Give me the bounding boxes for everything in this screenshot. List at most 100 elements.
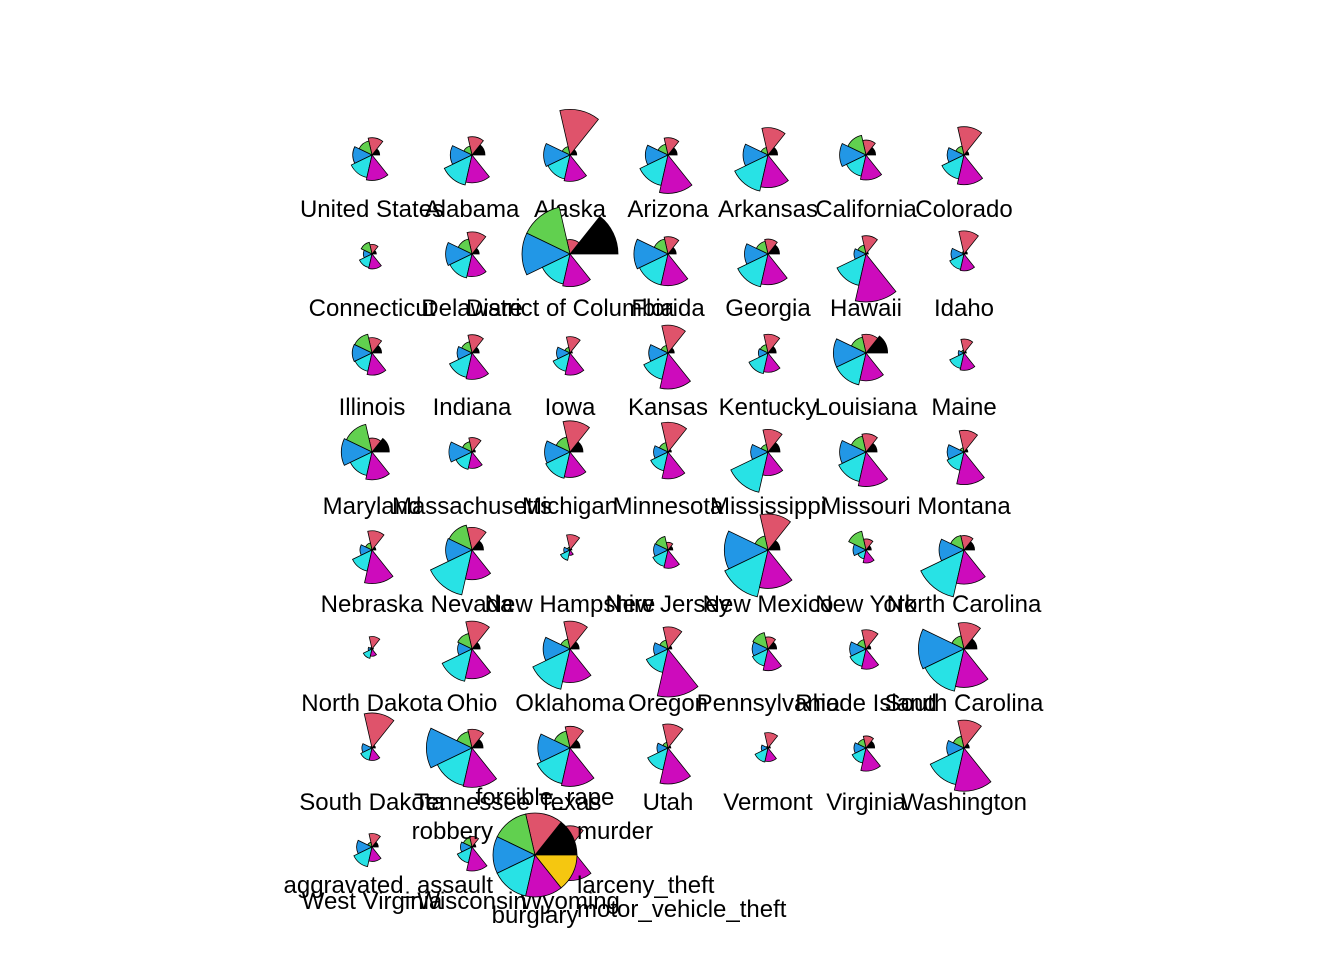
segment-larceny-theft [368,846,382,862]
state-label-new-york: New York [815,591,917,618]
segment-rape [566,534,581,551]
state-label-south-dakota: South Dakota [299,789,445,816]
state-label-georgia: Georgia [725,295,811,322]
star-district-of-columbia [521,206,619,288]
state-label-vermont: Vermont [723,789,813,816]
segment-rape [367,137,384,156]
segment-larceny-theft [366,352,387,376]
star-wisconsin [456,836,488,872]
state-label-nevada: Nevada [431,591,514,618]
state-label-united-states: United States [300,196,444,223]
segment-robbery [752,632,769,650]
star-kansas [643,324,692,390]
star-virginia [851,735,881,772]
segment-rape [764,238,778,255]
segment-rape [565,336,581,354]
state-label-utah: Utah [643,789,694,816]
segment-larceny-theft [861,648,880,670]
star-maine [949,338,976,371]
segment-rape [469,836,480,848]
segment-rape [660,421,688,453]
segment-larceny-theft [658,154,693,194]
star-illinois [351,333,387,376]
segment-larceny-theft [854,253,897,303]
segment-rape [662,723,684,749]
segment-aggravated-assault [426,727,473,769]
segment-larceny-theft [953,747,992,792]
segment-rape [861,333,879,354]
state-label-louisiana: Louisiana [815,394,918,421]
state-label-massachusetts: Massachusetts [392,493,552,520]
segment-larceny-theft [663,549,680,569]
segment-burglary [920,549,965,598]
segment-larceny-theft [762,451,784,476]
segment-rape [957,719,982,749]
segment-rape [761,127,786,156]
segment-rape [563,620,588,650]
segment-burglary [734,154,769,192]
segment-larceny-theft [465,352,490,380]
segment-burglary [532,648,571,690]
state-label-south-carolina: South Carolina [885,690,1044,717]
segment-larceny-theft [661,451,686,480]
star-indiana [448,334,490,380]
star-arizona [639,137,693,194]
state-label-missouri: Missouri [821,493,910,520]
segment-larceny-theft [862,549,875,564]
state-label-tennessee: Tennessee [414,789,530,816]
star-idaho [949,230,979,272]
star-north-carolina [920,535,986,598]
star-massachusetts [448,437,483,470]
state-label-connecticut: Connecticut [309,295,436,322]
segment-larceny-theft [467,451,483,469]
segment-larceny-theft [560,747,595,787]
segment-larceny-theft [760,253,788,286]
state-label-pennsylvania: Pennsylvania [697,690,840,717]
segment-burglary [924,648,965,692]
segment-larceny-theft [659,747,692,785]
segment-larceny-theft [466,846,488,872]
state-label-arkansas: Arkansas [718,196,818,223]
star-utah [647,723,692,785]
legend-label-larceny-theft: larceny_theft [577,872,715,899]
segment-larceny-theft [365,451,390,481]
segment-rape [559,108,599,156]
segment-rape [861,629,879,650]
segment-rape [367,530,385,551]
star-texas [536,726,595,787]
segment-larceny-theft [563,451,587,478]
state-label-florida: Florida [631,295,705,322]
segment-robbery [457,633,473,650]
star-maryland [340,423,390,481]
state-label-hawaii: Hawaii [830,295,902,322]
state-label-maryland: Maryland [323,493,422,520]
state-label-kansas: Kansas [628,394,708,421]
segment-burglary [455,451,473,470]
star-nebraska [352,530,394,584]
segment-larceny-theft [857,451,889,487]
state-label-oregon: Oregon [628,690,708,717]
star-florida [633,236,689,287]
segment-larceny-theft [859,154,883,181]
star-rhode-island [849,629,880,670]
state-label-north-carolina: North Carolina [887,591,1042,618]
segment-robbery [360,241,373,255]
segment-larceny-theft [656,648,699,698]
star-vermont [754,732,779,763]
segment-rape [466,231,487,255]
segment-aggravated-assault [351,343,373,363]
segment-larceny-theft [365,154,389,181]
star-new-york [848,530,875,564]
legend-label-murder: murder [577,818,653,845]
segment-murder [865,335,889,354]
star-west-virginia [353,833,382,868]
legend-label-motor-vehicle-theft: motor_vehicle_theft [577,896,787,923]
star-louisiana [833,333,889,386]
state-label-montana: Montana [917,493,1011,520]
state-label-colorado: Colorado [915,196,1012,223]
segment-larceny-theft [956,154,984,186]
star-tennessee [426,727,498,788]
